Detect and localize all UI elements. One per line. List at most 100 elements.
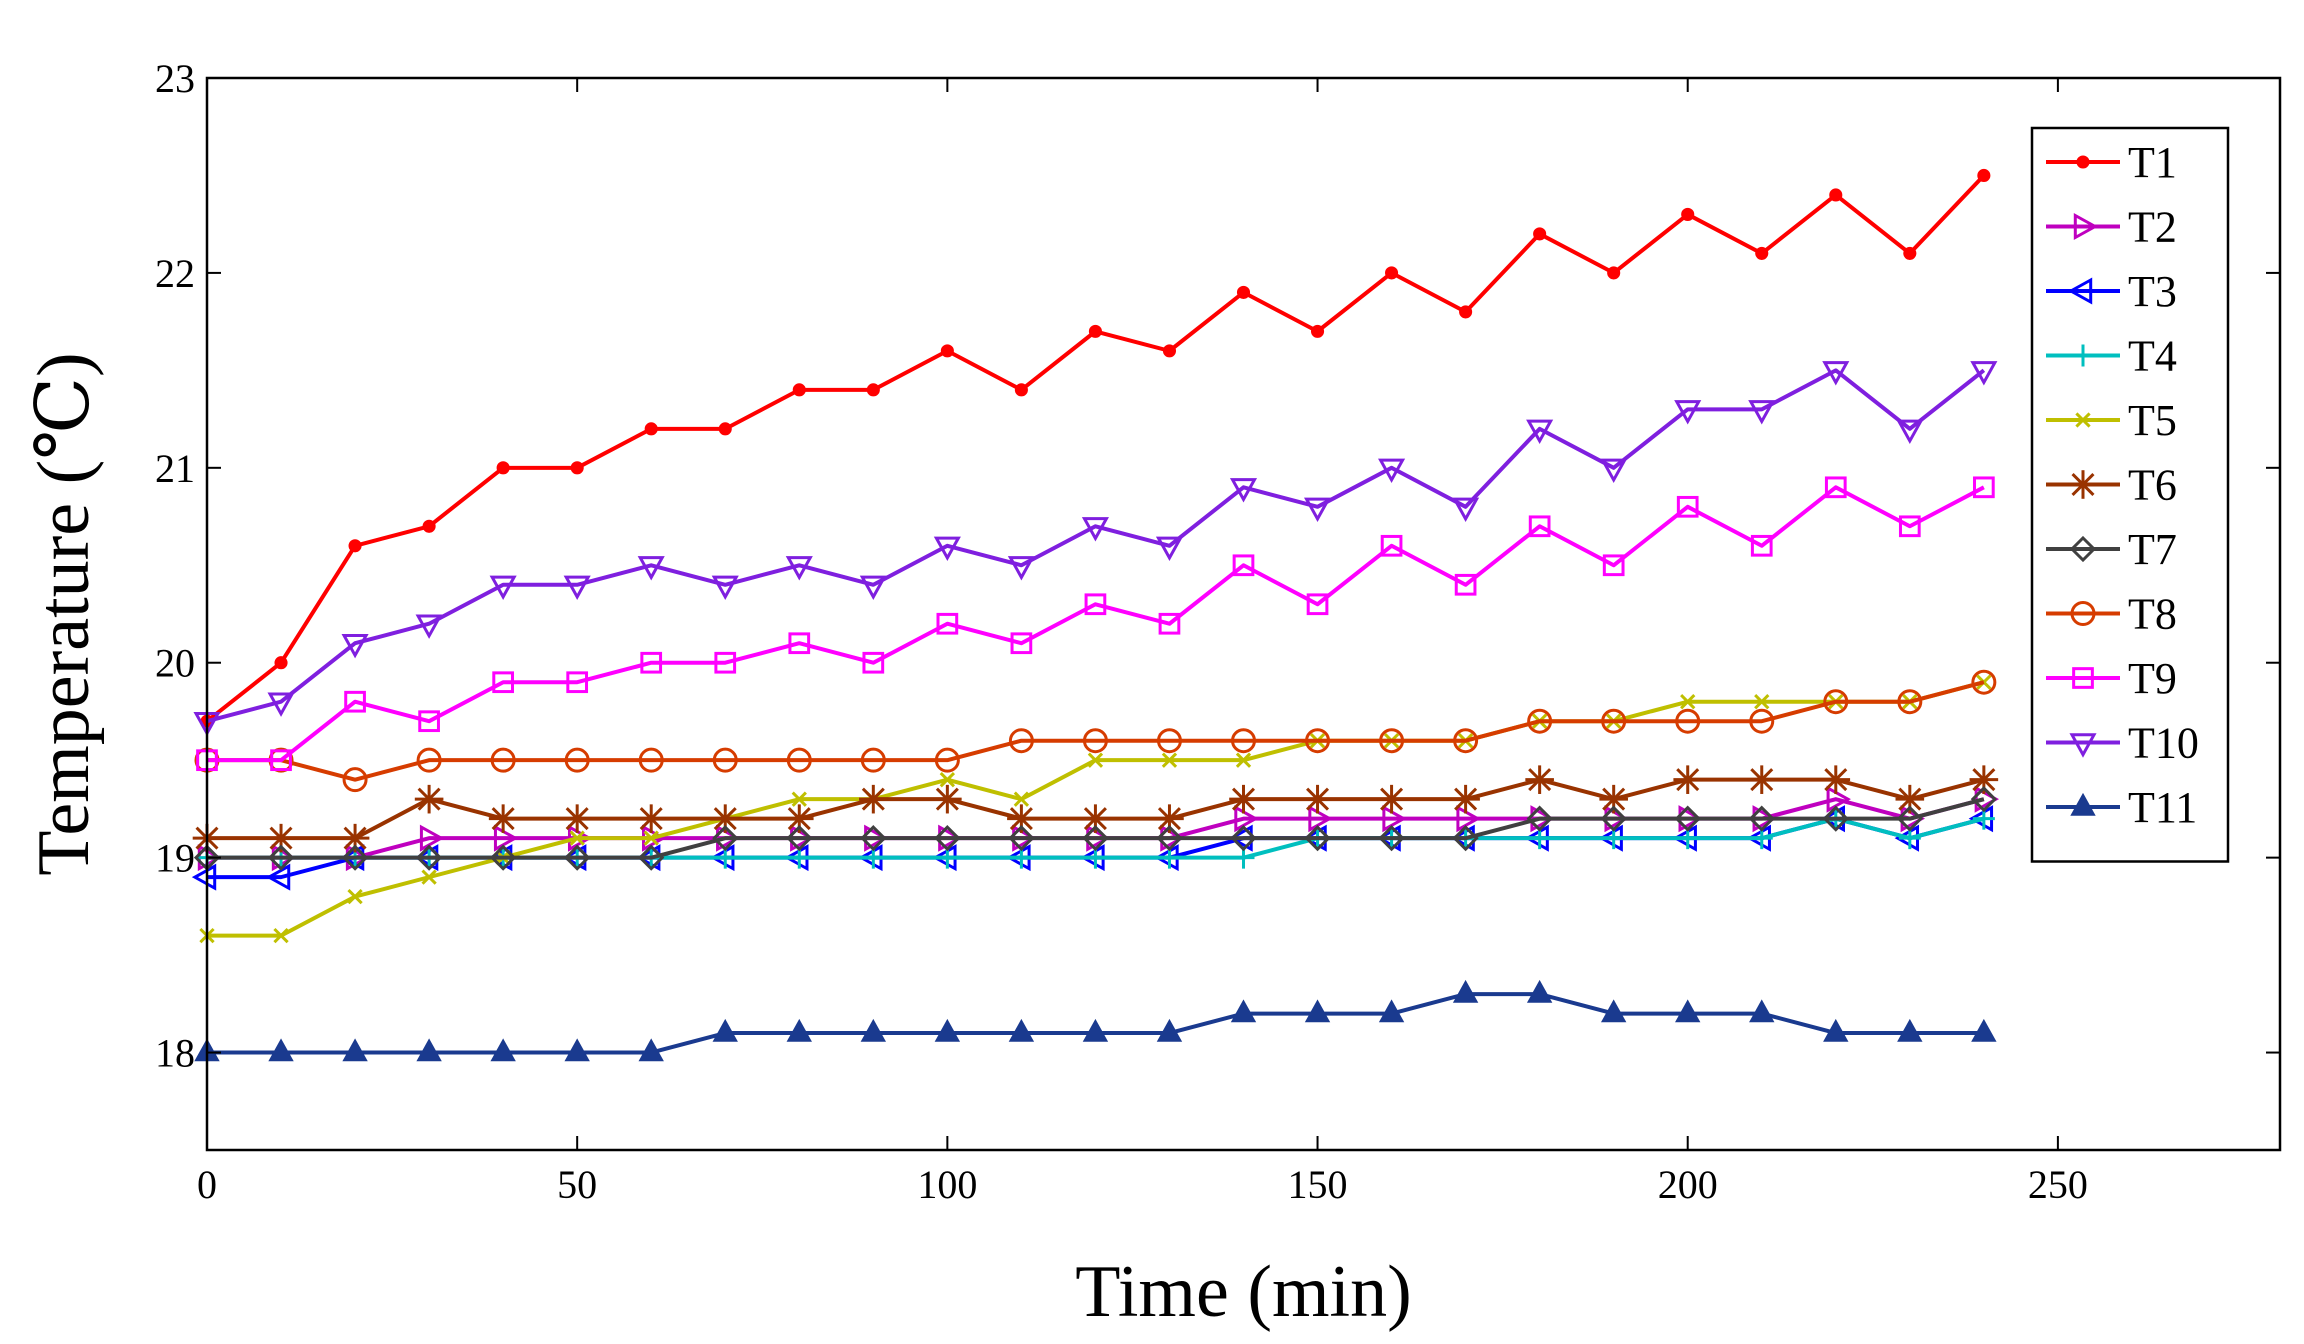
- data-point: [638, 747, 664, 773]
- data-point: [1600, 458, 1628, 484]
- data-point: [1382, 805, 1407, 833]
- data-point: [792, 383, 806, 397]
- legend-item: T5: [2046, 396, 2177, 445]
- data-point: [786, 747, 812, 773]
- data-point: [1680, 694, 1696, 710]
- legend-item: T9: [2046, 654, 2177, 703]
- data-point: [1014, 383, 1028, 397]
- data-point: [1230, 825, 1257, 852]
- data-point: [2076, 155, 2090, 169]
- data-point: [1676, 495, 1699, 518]
- data-point: [638, 1038, 664, 1062]
- series-line: [206, 368, 1986, 724]
- data-point: [1081, 517, 1109, 542]
- data-point: [1379, 728, 1405, 754]
- data-point: [940, 344, 954, 358]
- series-T11: [194, 979, 1997, 1062]
- data-point: [1008, 1018, 1035, 1042]
- data-point: [1749, 708, 1775, 734]
- data-point: [866, 383, 880, 397]
- data-point: [1527, 708, 1553, 734]
- data-point: [2075, 412, 2091, 428]
- data-point: [1675, 999, 1701, 1023]
- data-point: [714, 651, 737, 674]
- data-point: [785, 556, 813, 581]
- data-point: [490, 1038, 516, 1062]
- legend-label: T9: [2128, 654, 2177, 703]
- data-point: [341, 844, 369, 871]
- series-T8: [194, 669, 1997, 793]
- data-point: [788, 632, 811, 655]
- legend-item: T7: [2046, 525, 2177, 574]
- x-tick-label: 100: [917, 1162, 977, 1207]
- data-point: [1754, 694, 1770, 710]
- data-point: [718, 422, 732, 436]
- legend-label: T5: [2128, 396, 2177, 445]
- data-point: [415, 614, 443, 639]
- data-point: [1829, 188, 1843, 202]
- data-point: [496, 461, 510, 475]
- data-point: [1973, 476, 1995, 499]
- data-point: [566, 671, 589, 694]
- data-point: [1898, 515, 1921, 538]
- data-point: [711, 575, 739, 600]
- data-point: [2069, 535, 2097, 563]
- legend-item: T8: [2046, 590, 2177, 639]
- data-point: [934, 1018, 961, 1042]
- data-point: [416, 1038, 442, 1062]
- data-point: [1452, 497, 1480, 522]
- data-point: [1008, 728, 1034, 754]
- data-point: [2072, 667, 2094, 689]
- data-point: [1380, 534, 1403, 557]
- data-point: [2068, 470, 2098, 499]
- data-point: [862, 651, 885, 674]
- data-point: [418, 710, 440, 733]
- x-tick-label: 50: [557, 1162, 597, 1207]
- data-point: [2070, 792, 2096, 816]
- y-tick-label: 18: [155, 1031, 195, 1076]
- data-point: [1162, 344, 1177, 358]
- data-point: [488, 804, 518, 833]
- data-point: [640, 651, 663, 674]
- data-point: [637, 556, 665, 581]
- data-point: [784, 804, 814, 833]
- data-point: [342, 1038, 368, 1062]
- y-axis-title: Temperature (℃): [23, 352, 105, 875]
- data-point: [1977, 168, 1991, 183]
- series-layer: [191, 168, 2000, 1062]
- data-point: [1305, 728, 1331, 754]
- data-point: [562, 804, 592, 833]
- data-point: [1755, 246, 1769, 260]
- x-tick-label: 250: [2028, 1162, 2088, 1207]
- legend-label: T2: [2128, 203, 2177, 252]
- data-point: [1236, 285, 1251, 299]
- data-point: [1385, 266, 1399, 280]
- data-point: [1970, 361, 1998, 386]
- data-point: [416, 747, 442, 773]
- data-point: [2067, 277, 2093, 305]
- data-point: [1526, 979, 1553, 1003]
- legend-label: T8: [2128, 590, 2177, 639]
- data-point: [267, 844, 295, 871]
- data-point: [1673, 765, 1703, 794]
- data-point: [1897, 1018, 1923, 1042]
- legend-label: T3: [2128, 267, 2177, 316]
- data-point: [1526, 805, 1553, 832]
- data-point: [791, 791, 807, 807]
- data-point: [786, 1018, 812, 1042]
- data-point: [1453, 728, 1479, 754]
- data-point: [1456, 805, 1481, 833]
- data-point: [270, 749, 292, 772]
- data-point: [1310, 324, 1325, 338]
- data-point: [1234, 805, 1259, 833]
- data-point: [1378, 458, 1406, 484]
- series-line: [207, 485, 1985, 763]
- data-point: [643, 830, 659, 846]
- data-point: [1826, 785, 1851, 813]
- data-point: [564, 844, 591, 871]
- data-point: [1088, 324, 1102, 338]
- data-point: [860, 747, 886, 773]
- data-point: [265, 863, 291, 891]
- data-point: [1896, 419, 1924, 445]
- data-point: [638, 844, 665, 871]
